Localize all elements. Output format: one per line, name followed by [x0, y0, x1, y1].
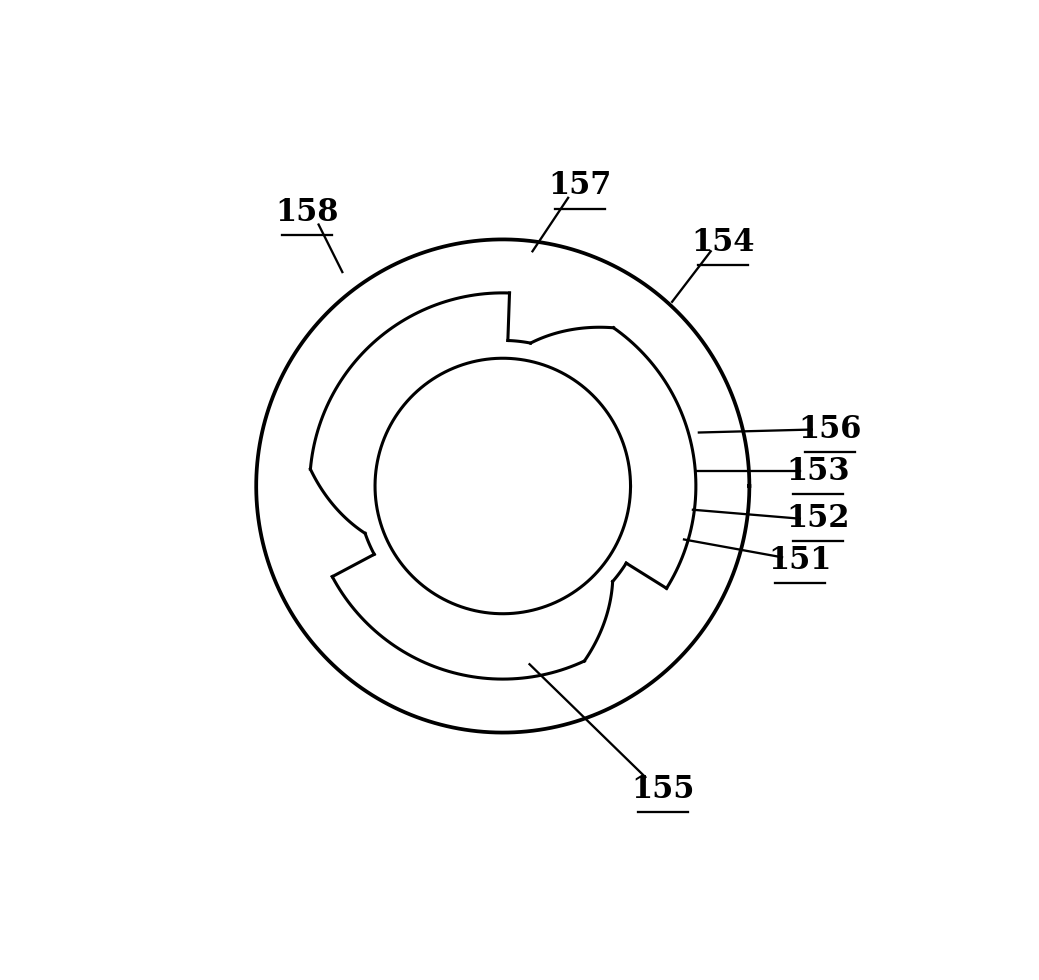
- Text: 158: 158: [275, 197, 339, 228]
- Text: 157: 157: [549, 171, 612, 202]
- Text: 156: 156: [798, 414, 861, 445]
- Text: 155: 155: [632, 773, 695, 805]
- Text: 151: 151: [768, 545, 831, 576]
- Text: 153: 153: [785, 456, 850, 487]
- Text: 154: 154: [691, 227, 754, 258]
- Text: 152: 152: [785, 503, 850, 534]
